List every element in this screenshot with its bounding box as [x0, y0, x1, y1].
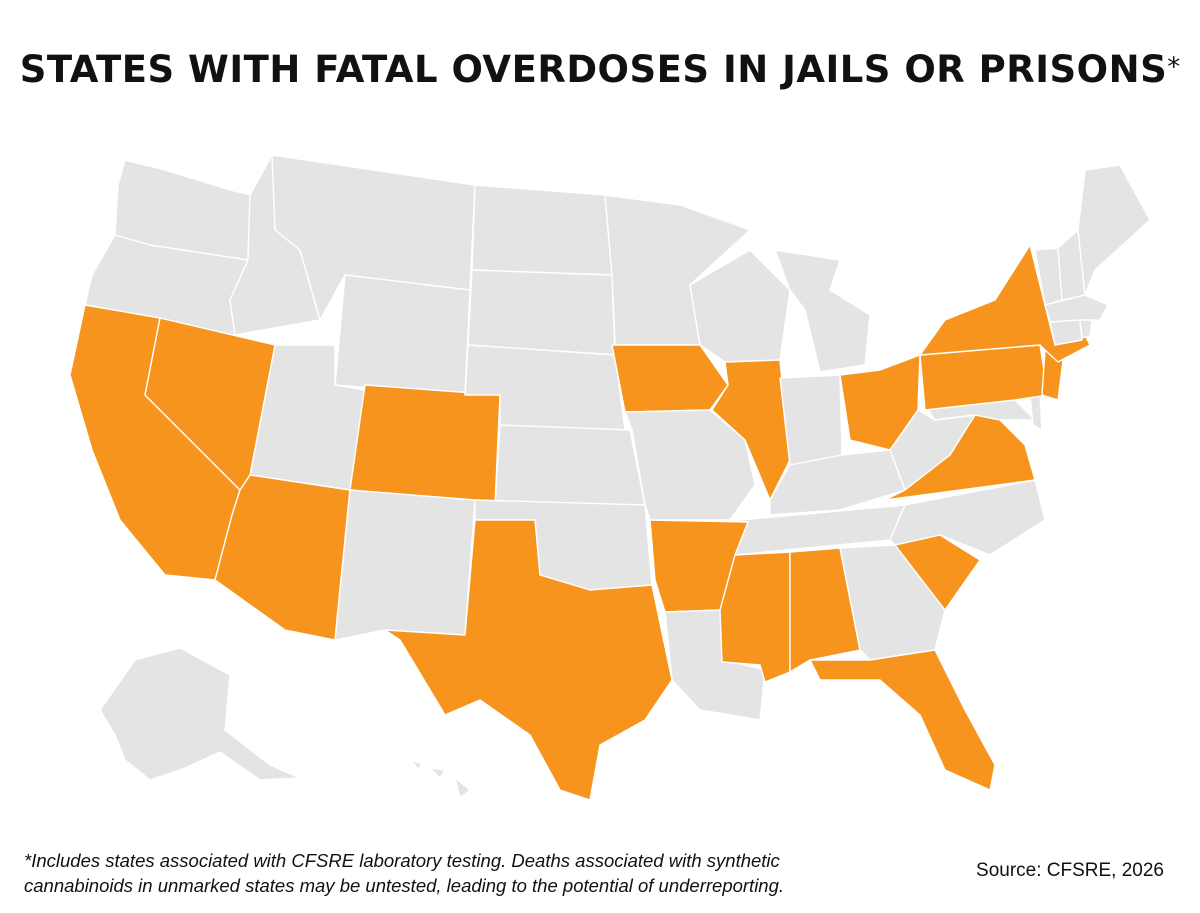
state-ia: [611, 344, 729, 413]
state-mo: [624, 409, 756, 521]
state-ri: [1079, 319, 1093, 339]
state-in: [779, 374, 843, 466]
state-nd: [471, 184, 613, 276]
state-ma: [1044, 294, 1109, 323]
state-co: [349, 384, 501, 506]
state-me: [1077, 164, 1151, 296]
state-pa: [919, 344, 1049, 411]
state-ks: [494, 424, 646, 506]
state-ct: [1049, 319, 1083, 346]
state-nm: [334, 489, 476, 641]
title-footnote-marker: *: [1167, 52, 1181, 83]
state-nc: [889, 479, 1046, 556]
footnote-line-1: *Includes states associated with CFSRE l…: [24, 850, 780, 871]
state-tx: [384, 519, 673, 801]
state-fl: [809, 649, 996, 791]
footnote: *Includes states associated with CFSRE l…: [24, 848, 904, 898]
us-map: [0, 120, 1200, 840]
state-sd: [467, 269, 616, 356]
state-il: [711, 359, 791, 501]
source-credit: Source: CFSRE, 2026: [976, 860, 1164, 881]
state-hi: [411, 759, 471, 799]
us-map-svg: [69, 154, 1151, 801]
state-mi: [774, 249, 871, 373]
state-al: [789, 547, 861, 673]
state-ms: [719, 551, 791, 683]
map-title: STATES WITH FATAL OVERDOSES IN JAILS OR …: [0, 48, 1200, 91]
state-wy: [334, 274, 471, 396]
map-title-text: STATES WITH FATAL OVERDOSES IN JAILS OR …: [19, 48, 1168, 91]
footnote-line-2: cannabinoids in unmarked states may be u…: [24, 875, 785, 896]
state-de: [1029, 394, 1043, 431]
state-ak: [99, 647, 301, 781]
